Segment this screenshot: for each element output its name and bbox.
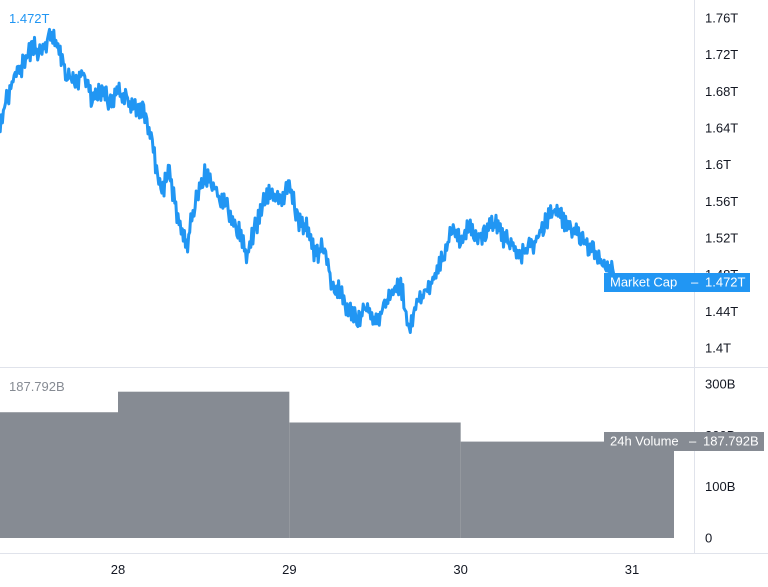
time-axis: 28 29 30 31	[111, 562, 639, 577]
volume-tag-bg	[604, 432, 764, 451]
market-cap-axis-tick: 1.76T	[705, 11, 738, 26]
market-cap-axis-tick: 1.44T	[705, 304, 738, 319]
market-cap-price-axis: 1.76T1.72T1.68T1.64T1.6T1.56T1.52T1.48T1…	[705, 11, 738, 356]
time-axis-tick: 31	[625, 562, 639, 577]
market-cap-axis-tick: 1.72T	[705, 47, 738, 62]
market-cap-axis-tick: 1.4T	[705, 341, 731, 356]
market-cap-line	[0, 27, 660, 334]
volume-axis-tick: 300B	[705, 377, 735, 392]
market-cap-axis-tick: 1.64T	[705, 121, 738, 136]
market-cap-tag-label: Market Cap	[610, 275, 677, 290]
market-cap-axis-tick: 1.52T	[705, 231, 738, 246]
market-cap-price-tag: Market Cap – 1.472T	[604, 273, 750, 292]
market-cap-axis-tick: 1.6T	[705, 157, 731, 172]
volume-bar	[289, 422, 461, 538]
time-axis-tick: 30	[453, 562, 467, 577]
volume-price-axis: 300B200B100B0	[705, 377, 735, 546]
volume-legend-value: 187.792B	[9, 379, 65, 394]
market-cap-tag-separator: –	[691, 275, 699, 290]
volume-price-tag: 24h Volume – 187.792B	[604, 432, 764, 451]
volume-tag-label: 24h Volume	[610, 434, 679, 449]
volume-tag-value: 187.792B	[703, 434, 759, 449]
volume-axis-tick: 100B	[705, 479, 735, 494]
market-cap-legend-value: 1.472T	[9, 11, 50, 26]
market-cap-tag-value: 1.472T	[705, 275, 746, 290]
volume-bars	[0, 391, 674, 538]
volume-bar	[118, 391, 290, 538]
volume-bar	[0, 412, 118, 538]
time-axis-tick: 29	[282, 562, 296, 577]
volume-tag-separator: –	[689, 434, 697, 449]
market-cap-axis-tick: 1.68T	[705, 84, 738, 99]
volume-axis-tick: 0	[705, 531, 712, 546]
time-axis-tick: 28	[111, 562, 125, 577]
market-cap-axis-tick: 1.56T	[705, 194, 738, 209]
market-cap-tag-bg	[604, 273, 750, 292]
volume-bar	[460, 441, 674, 538]
